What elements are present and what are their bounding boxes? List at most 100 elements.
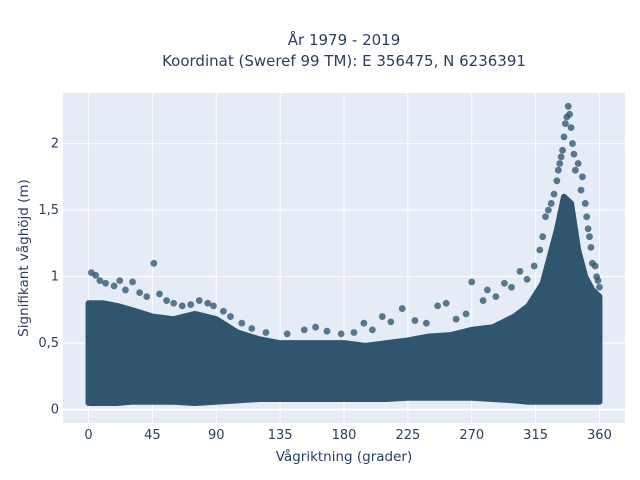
- data-point: [434, 302, 442, 310]
- data-point: [170, 299, 178, 307]
- data-point: [581, 200, 589, 207]
- data-point: [210, 302, 217, 310]
- data-point: [156, 290, 163, 298]
- data-point: [542, 213, 549, 221]
- data-point: [550, 190, 558, 198]
- data-point: [136, 289, 144, 296]
- data-point: [129, 278, 136, 286]
- data-point: [556, 160, 564, 167]
- data-point: [337, 330, 345, 338]
- y-tick-label: 0: [51, 403, 59, 418]
- data-point: [596, 283, 603, 291]
- data-point: [508, 283, 515, 291]
- data-point: [594, 277, 602, 285]
- data-point: [571, 166, 579, 174]
- data-point: [561, 120, 569, 128]
- data-point: [227, 313, 234, 320]
- data-point: [92, 271, 100, 279]
- data-point: [479, 297, 487, 304]
- data-point: [350, 329, 358, 336]
- data-point: [110, 282, 118, 290]
- data-point: [143, 293, 151, 300]
- data-point: [547, 200, 555, 207]
- x-tick-label: 315: [523, 428, 548, 443]
- data-point: [544, 206, 552, 214]
- data-point: [360, 319, 368, 327]
- data-point: [219, 307, 227, 315]
- data-point: [468, 278, 476, 286]
- data-point: [536, 246, 544, 254]
- data-point: [422, 319, 430, 327]
- x-tick-label: 135: [268, 428, 293, 443]
- data-point: [187, 301, 195, 308]
- x-tick-label: 90: [208, 428, 225, 443]
- data-point: [583, 213, 591, 221]
- data-point: [553, 177, 561, 185]
- data-point: [560, 133, 568, 141]
- data-point: [584, 225, 592, 233]
- data-point: [262, 329, 270, 336]
- y-axis-title: Signifikant våghöjd (m): [15, 179, 32, 337]
- data-point: [398, 305, 406, 312]
- data-point: [368, 326, 376, 334]
- data-point: [569, 140, 576, 147]
- x-axis-title: Vågriktning (grader): [276, 448, 413, 465]
- y-tick-label: 1: [51, 270, 59, 285]
- data-point: [559, 146, 566, 154]
- data-point: [577, 186, 585, 194]
- data-point: [150, 259, 158, 267]
- dense-point-cloud: [85, 193, 603, 407]
- data-point: [462, 310, 470, 318]
- data-point: [570, 150, 578, 158]
- x-tick-label: 360: [587, 428, 612, 443]
- data-point: [587, 243, 595, 251]
- chart-title-line-1: År 1979 - 2019: [288, 30, 401, 49]
- data-points-layer: [87, 102, 603, 338]
- x-tick-label: 270: [459, 428, 484, 443]
- data-point: [312, 323, 320, 331]
- data-point: [591, 262, 599, 270]
- data-point: [283, 330, 291, 338]
- data-point: [238, 319, 246, 327]
- x-tick-label: 45: [144, 428, 161, 443]
- data-point: [557, 153, 565, 161]
- data-point: [579, 173, 586, 181]
- data-point: [323, 327, 331, 335]
- data-point: [300, 326, 308, 334]
- data-point: [378, 313, 386, 320]
- data-point: [178, 302, 186, 310]
- chart-title-line-2: Koordinat (Sweref 99 TM): E 356475, N 62…: [162, 52, 526, 70]
- data-point: [574, 160, 582, 167]
- data-point: [116, 277, 124, 285]
- data-point: [411, 317, 419, 324]
- data-point: [195, 297, 203, 304]
- data-point: [530, 262, 538, 270]
- data-point: [442, 299, 450, 307]
- data-point: [483, 286, 491, 294]
- data-point: [122, 286, 129, 294]
- data-point: [564, 102, 572, 110]
- y-tick-label: 0,5: [38, 336, 59, 351]
- data-point: [500, 279, 508, 287]
- data-point: [387, 318, 395, 326]
- data-point: [586, 233, 593, 241]
- dense-band-layer: [85, 193, 603, 407]
- data-point: [492, 293, 500, 300]
- y-tick-label: 1,5: [38, 203, 59, 218]
- data-point: [248, 325, 256, 332]
- data-point: [204, 299, 212, 307]
- data-point: [516, 267, 524, 275]
- tick-labels-layer: 0 45 90 135 180 225 270 315 360 0 0,5 1 1,5 2: [38, 137, 612, 443]
- data-point: [539, 233, 547, 241]
- data-point: [554, 166, 562, 174]
- data-point: [102, 279, 109, 287]
- y-tick-label: 2: [51, 137, 59, 152]
- x-tick-label: 225: [395, 428, 420, 443]
- x-tick-label: 180: [332, 428, 357, 443]
- data-point: [163, 297, 171, 304]
- x-tick-label: 0: [84, 428, 92, 443]
- data-point: [523, 275, 531, 283]
- data-point: [96, 277, 104, 285]
